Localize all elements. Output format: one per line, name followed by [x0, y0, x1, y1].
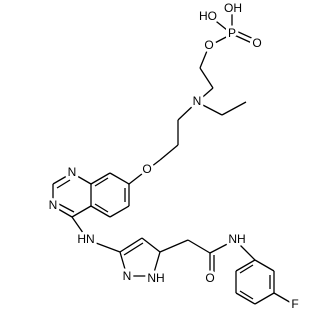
atom-label: NH — [228, 232, 245, 246]
atom-label: O — [142, 162, 151, 176]
atom-label: OH — [224, 1, 242, 15]
atom-label: O — [204, 38, 213, 52]
atom-label: O — [252, 36, 261, 50]
atom-label: HN — [77, 232, 94, 246]
atom-label: HO — [199, 9, 217, 23]
atom-label: N — [49, 198, 58, 212]
atom-label: F — [291, 297, 298, 311]
atom-label: N — [68, 165, 77, 179]
bonds — [52, 12, 294, 305]
atom-label: N — [123, 269, 132, 283]
atom-label: N — [193, 94, 202, 108]
atom-label: O — [205, 271, 214, 285]
atom-label: P — [228, 26, 236, 40]
atom-label: NH — [147, 271, 164, 285]
atom-labels: HO OH P O O N O N N HN N NH O NH F — [46, 0, 302, 314]
